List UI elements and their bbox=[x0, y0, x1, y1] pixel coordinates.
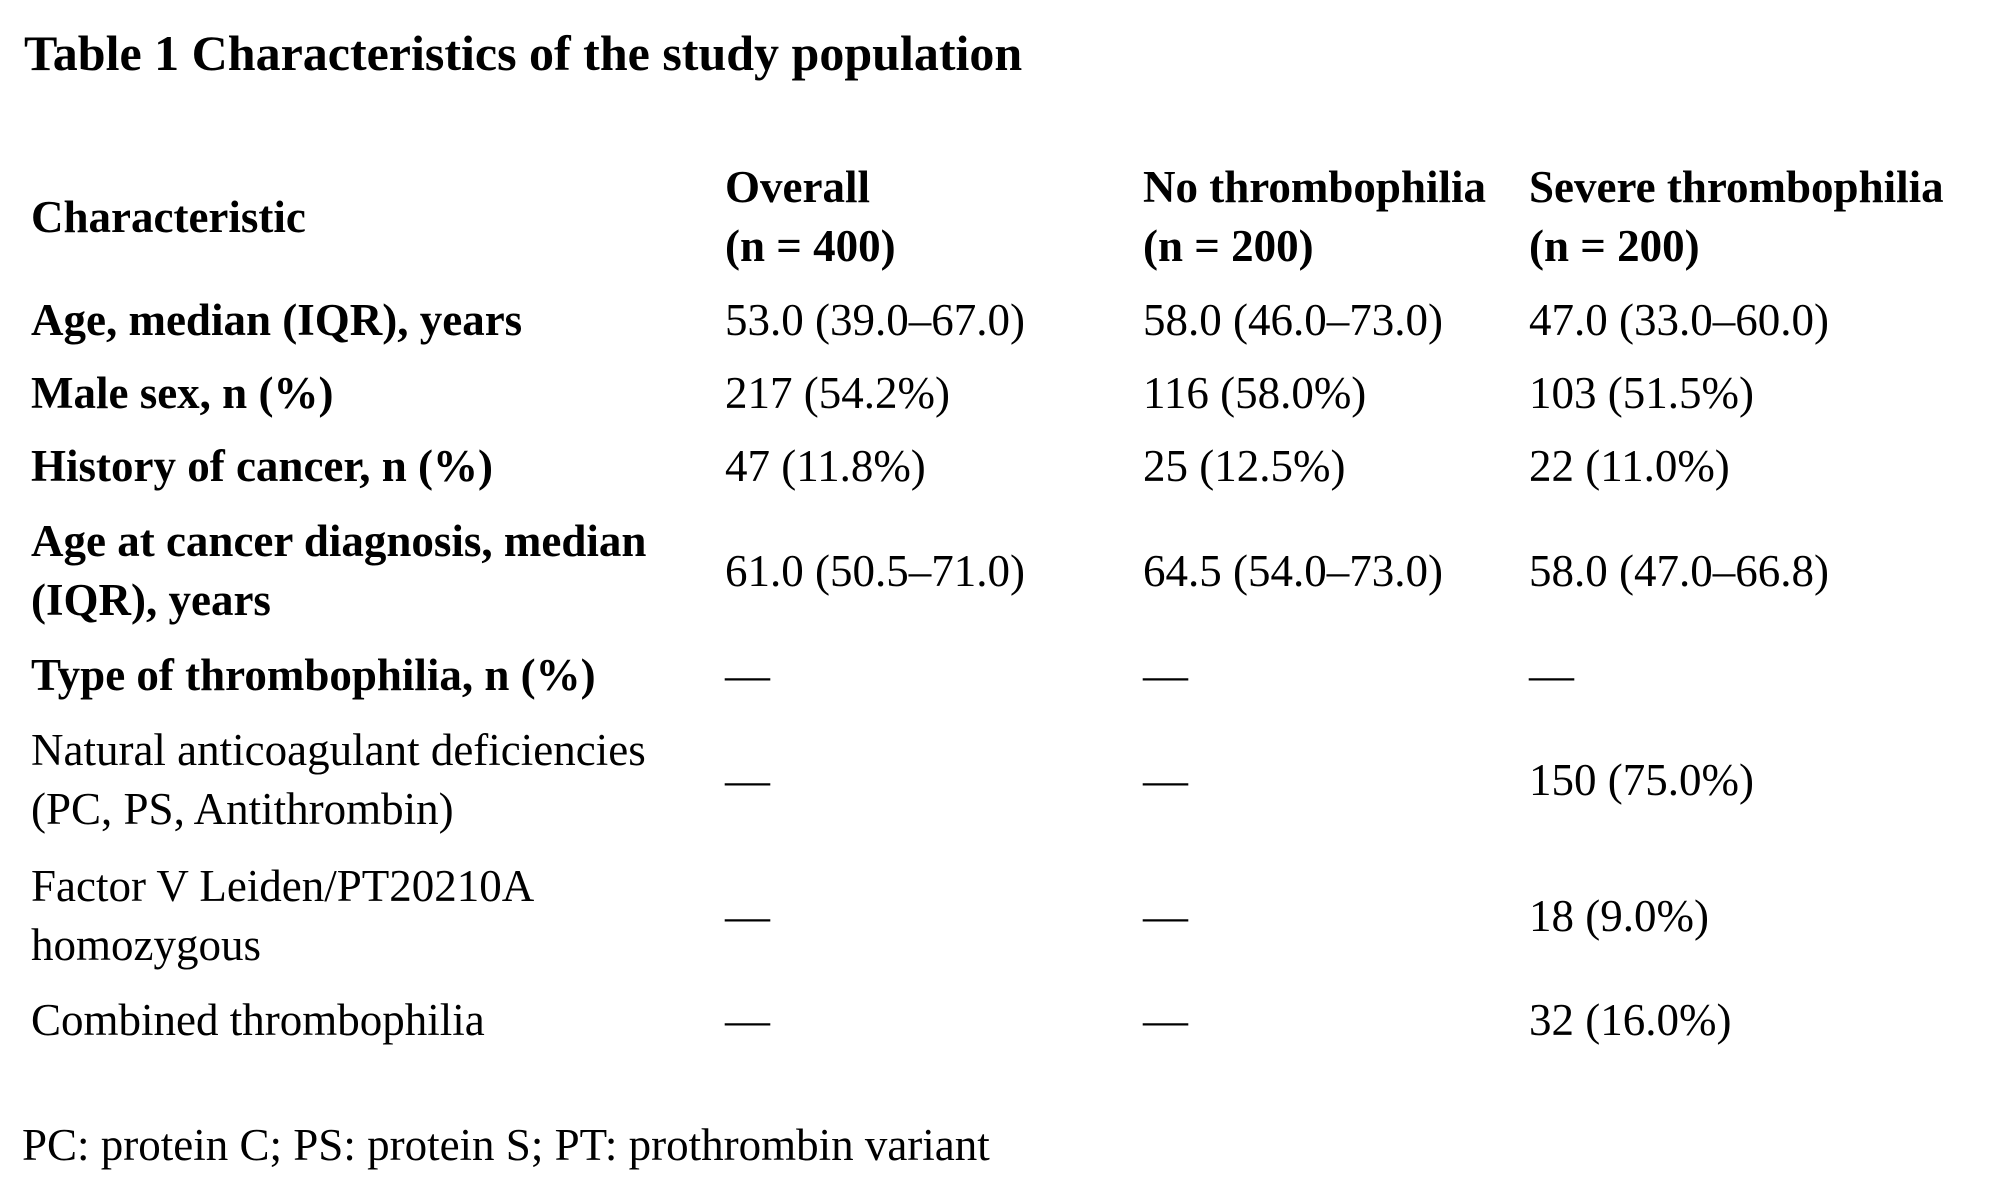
row-label-text-continued: (IQR), years bbox=[31, 575, 271, 625]
cell-severe-thrombophilia: 22 (11.0%) bbox=[1529, 441, 1730, 491]
cell-no-thrombophilia: — bbox=[1143, 650, 1188, 700]
table-header-row: Characteristic Overall (n = 400) No thro… bbox=[31, 150, 1989, 284]
row-label: Male sex, n (%) bbox=[31, 357, 725, 430]
cell-overall: 47 (11.8%) bbox=[725, 441, 926, 491]
column-header-count: (n = 400) bbox=[725, 221, 896, 271]
column-header-label: Characteristic bbox=[31, 191, 306, 242]
row-label: Combined thrombophilia bbox=[31, 984, 725, 1057]
row-label: Age at cancer diagnosis, median (IQR), y… bbox=[31, 503, 725, 639]
cell-severe-thrombophilia: — bbox=[1529, 650, 1574, 700]
table-row-natural-anticoagulant-deficiencies: Natural anticoagulant deficiencies (PC, … bbox=[31, 712, 1989, 848]
row-label-text: Natural anticoagulant deficiencies bbox=[31, 725, 646, 775]
cell-overall: 61.0 (50.5–71.0) bbox=[725, 545, 1025, 596]
row-label-text: Age, median (IQR), years bbox=[31, 295, 523, 345]
cell-no-thrombophilia: 25 (12.5%) bbox=[1143, 441, 1346, 491]
row-label-text-continued: (PC, PS, Antithrombin) bbox=[31, 784, 454, 834]
cell-overall: 53.0 (39.0–67.0) bbox=[725, 295, 1025, 345]
cell-overall: — bbox=[725, 650, 770, 700]
cell-no-thrombophilia: 64.5 (54.0–73.0) bbox=[1143, 545, 1443, 596]
row-label-text: Combined thrombophilia bbox=[31, 995, 485, 1045]
table-row-history-of-cancer: History of cancer, n (%) 47 (11.8%) 25 (… bbox=[31, 430, 1989, 503]
row-label-text: Type of thrombophilia, n (%) bbox=[31, 650, 596, 700]
row-label: Factor V Leiden/PT20210A homozygous bbox=[31, 848, 725, 984]
row-label: History of cancer, n (%) bbox=[31, 430, 725, 503]
cell-overall: — bbox=[725, 890, 770, 941]
cell-severe-thrombophilia: 58.0 (47.0–66.8) bbox=[1529, 545, 1829, 596]
row-label-text: Male sex, n (%) bbox=[31, 368, 334, 418]
cell-no-thrombophilia: — bbox=[1143, 995, 1188, 1045]
cell-no-thrombophilia: 58.0 (46.0–73.0) bbox=[1143, 295, 1443, 345]
column-header-count: (n = 200) bbox=[1143, 221, 1314, 271]
cell-severe-thrombophilia: 150 (75.0%) bbox=[1529, 754, 1754, 805]
cell-overall: 217 (54.2%) bbox=[725, 368, 950, 418]
cell-no-thrombophilia: — bbox=[1143, 890, 1188, 941]
column-header-no-thrombophilia: No thrombophilia (n = 200) bbox=[1143, 150, 1529, 284]
row-label-text: Factor V Leiden/PT20210A bbox=[31, 861, 535, 911]
column-header-label: No thrombophilia bbox=[1143, 162, 1486, 212]
table-row-age-at-cancer-diagnosis: Age at cancer diagnosis, median (IQR), y… bbox=[31, 503, 1989, 639]
column-header-count: (n = 200) bbox=[1529, 221, 1700, 271]
row-label: Age, median (IQR), years bbox=[31, 284, 725, 357]
row-label-text-continued: homozygous bbox=[31, 920, 261, 970]
column-header-label: Severe thrombophilia bbox=[1529, 162, 1944, 212]
row-label-text: Age at cancer diagnosis, median bbox=[31, 516, 647, 566]
characteristics-table: Characteristic Overall (n = 400) No thro… bbox=[31, 150, 1989, 1057]
table-row-factor-v-leiden: Factor V Leiden/PT20210A homozygous — — … bbox=[31, 848, 1989, 984]
cell-overall: — bbox=[725, 995, 770, 1045]
table-footnote: PC: protein C; PS: protein S; PT: prothr… bbox=[22, 1120, 990, 1170]
cell-no-thrombophilia: 116 (58.0%) bbox=[1143, 368, 1367, 418]
cell-severe-thrombophilia: 32 (16.0%) bbox=[1529, 995, 1732, 1045]
column-header-characteristic: Characteristic bbox=[31, 150, 725, 284]
column-header-label: Overall bbox=[725, 162, 870, 212]
cell-severe-thrombophilia: 47.0 (33.0–60.0) bbox=[1529, 295, 1829, 345]
column-header-severe-thrombophilia: Severe thrombophilia (n = 200) bbox=[1529, 150, 1989, 284]
cell-no-thrombophilia: — bbox=[1143, 754, 1188, 805]
row-label: Type of thrombophilia, n (%) bbox=[31, 639, 725, 712]
column-header-overall: Overall (n = 400) bbox=[725, 150, 1143, 284]
table-row-age: Age, median (IQR), years 53.0 (39.0–67.0… bbox=[31, 284, 1989, 357]
table-row-male-sex: Male sex, n (%) 217 (54.2%) 116 (58.0%) … bbox=[31, 357, 1989, 430]
row-label: Natural anticoagulant deficiencies (PC, … bbox=[31, 712, 725, 848]
table-title: Table 1 Characteristics of the study pop… bbox=[24, 25, 1023, 81]
cell-overall: — bbox=[725, 754, 770, 805]
table-row-combined-thrombophilia: Combined thrombophilia — — 32 (16.0%) bbox=[31, 984, 1989, 1057]
cell-severe-thrombophilia: 18 (9.0%) bbox=[1529, 890, 1709, 941]
row-label-text: History of cancer, n (%) bbox=[31, 441, 493, 491]
table-row-type-of-thrombophilia: Type of thrombophilia, n (%) — — — bbox=[31, 639, 1989, 712]
cell-severe-thrombophilia: 103 (51.5%) bbox=[1529, 368, 1754, 418]
